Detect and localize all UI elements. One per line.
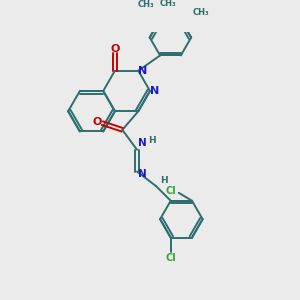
Text: CH₃: CH₃ [137,1,154,10]
Text: CH₃: CH₃ [160,0,176,8]
Text: O: O [92,117,102,127]
Text: Cl: Cl [166,253,177,262]
Text: H: H [148,136,155,145]
Text: Cl: Cl [166,186,177,196]
Text: H: H [160,176,168,185]
Text: O: O [110,44,120,54]
Text: N: N [150,86,159,96]
Text: CH₃: CH₃ [192,8,209,17]
Text: N: N [139,169,147,179]
Text: N: N [139,138,147,148]
Text: N: N [139,66,148,76]
